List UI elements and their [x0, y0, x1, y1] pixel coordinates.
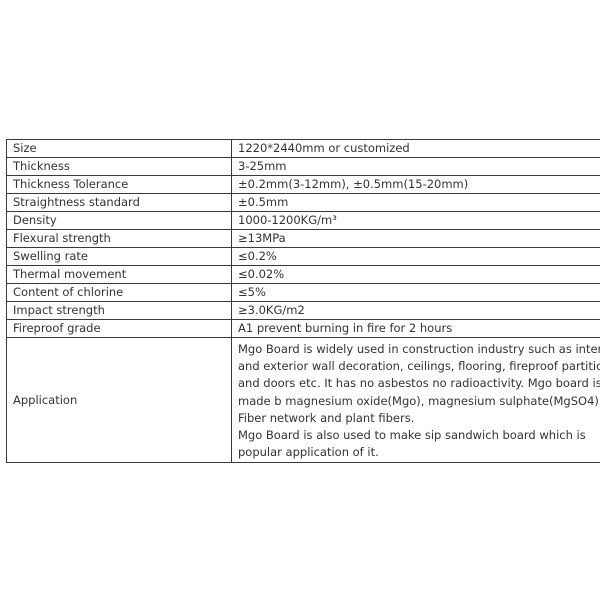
application-paragraph-1: Mgo Board is widely used in construction… — [238, 342, 600, 425]
table-body: Size 1220*2440mm or customized Thickness… — [6, 139, 600, 463]
spec-label-impact-strength: Impact strength — [6, 301, 232, 320]
table-row: Impact strength ≥3.0KG/m2 — [6, 301, 600, 320]
spec-value-application: Mgo Board is widely used in construction… — [231, 337, 600, 463]
spec-value-flexural-strength: ≥13MPa — [231, 229, 600, 248]
spec-value-thermal-movement: ≤0.02% — [231, 265, 600, 284]
spec-value-content-of-chlorine: ≤5% — [231, 283, 600, 302]
spec-label-content-of-chlorine: Content of chlorine — [6, 283, 232, 302]
spec-label-size: Size — [6, 139, 232, 158]
spec-value-thickness-tolerance: ±0.2mm(3-12mm), ±0.5mm(15-20mm) — [231, 175, 600, 194]
spec-label-flexural-strength: Flexural strength — [6, 229, 232, 248]
spec-label-thermal-movement: Thermal movement — [6, 265, 232, 284]
table-row: Thickness 3-25mm — [6, 157, 600, 176]
table-row: Fireproof grade A1 prevent burning in fi… — [6, 319, 600, 338]
spec-label-fireproof-grade: Fireproof grade — [6, 319, 232, 338]
table-row: Thickness Tolerance ±0.2mm(3-12mm), ±0.5… — [6, 175, 600, 194]
spec-value-size: 1220*2440mm or customized — [231, 139, 600, 158]
table-row: Flexural strength ≥13MPa — [6, 229, 600, 248]
spec-value-swelling-rate: ≤0.2% — [231, 247, 600, 266]
spec-label-straightness-standard: Straightness standard — [6, 193, 232, 212]
spec-value-density: 1000-1200KG/m³ — [231, 211, 600, 230]
table-row: Swelling rate ≤0.2% — [6, 247, 600, 266]
table-row: Straightness standard ±0.5mm — [6, 193, 600, 212]
specification-table-container: Size 1220*2440mm or customized Thickness… — [6, 139, 600, 463]
spec-label-application: Application — [6, 337, 232, 463]
spec-label-thickness-tolerance: Thickness Tolerance — [6, 175, 232, 194]
table-row: Content of chlorine ≤5% — [6, 283, 600, 302]
spec-value-fireproof-grade: A1 prevent burning in fire for 2 hours — [231, 319, 600, 338]
table-row: Density 1000-1200KG/m³ — [6, 211, 600, 230]
table-row: Thermal movement ≤0.02% — [6, 265, 600, 284]
application-paragraph-2: Mgo Board is also used to make sip sandw… — [238, 428, 586, 460]
spec-label-density: Density — [6, 211, 232, 230]
spec-value-impact-strength: ≥3.0KG/m2 — [231, 301, 600, 320]
table-row-application: Application Mgo Board is widely used in … — [6, 337, 600, 463]
spec-label-thickness: Thickness — [6, 157, 232, 176]
table-row: Size 1220*2440mm or customized — [6, 139, 600, 158]
spec-label-swelling-rate: Swelling rate — [6, 247, 232, 266]
spec-value-straightness-standard: ±0.5mm — [231, 193, 600, 212]
spec-value-thickness: 3-25mm — [231, 157, 600, 176]
product-specification-table: Size 1220*2440mm or customized Thickness… — [6, 139, 600, 463]
